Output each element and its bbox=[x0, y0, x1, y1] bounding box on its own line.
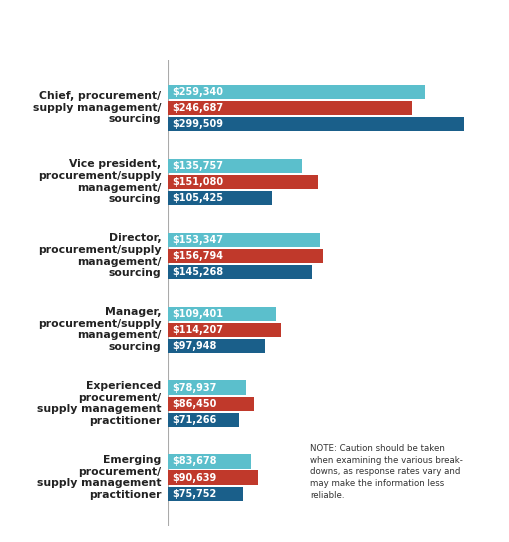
Text: $78,937: $78,937 bbox=[172, 383, 216, 392]
Text: $105,425: $105,425 bbox=[172, 193, 223, 203]
Text: NOTE: Caution should be taken
when examining the various break-
downs, as respon: NOTE: Caution should be taken when exami… bbox=[309, 444, 462, 500]
Bar bbox=[168, 191, 272, 205]
Bar bbox=[168, 307, 276, 321]
Text: $97,948: $97,948 bbox=[172, 341, 216, 351]
Bar bbox=[168, 339, 265, 353]
Bar bbox=[168, 322, 280, 337]
Bar bbox=[168, 470, 258, 485]
Bar bbox=[168, 264, 311, 279]
Text: $71,266: $71,266 bbox=[172, 415, 216, 425]
Text: $156,794: $156,794 bbox=[172, 251, 223, 261]
Text: $75,752: $75,752 bbox=[172, 488, 216, 499]
Bar bbox=[168, 454, 250, 468]
Text: $109,401: $109,401 bbox=[172, 308, 223, 319]
Bar bbox=[168, 101, 411, 115]
Bar bbox=[168, 380, 246, 395]
Text: $135,757: $135,757 bbox=[172, 160, 223, 171]
Text: Average Salary by Position: Average Salary by Position bbox=[14, 17, 266, 35]
Bar bbox=[168, 397, 253, 411]
Text: $145,268: $145,268 bbox=[172, 267, 223, 277]
Bar bbox=[168, 117, 463, 131]
Text: $151,080: $151,080 bbox=[172, 177, 223, 187]
Text: $83,678: $83,678 bbox=[172, 456, 216, 467]
Bar bbox=[168, 159, 302, 173]
Text: $246,687: $246,687 bbox=[172, 103, 223, 113]
Text: $259,340: $259,340 bbox=[172, 87, 223, 97]
Text: $114,207: $114,207 bbox=[172, 325, 223, 334]
Text: $86,450: $86,450 bbox=[172, 398, 216, 409]
Bar bbox=[168, 175, 317, 189]
Bar bbox=[168, 412, 238, 427]
Text: $153,347: $153,347 bbox=[172, 235, 223, 244]
Bar bbox=[168, 487, 243, 501]
Bar bbox=[168, 233, 319, 247]
Text: $90,639: $90,639 bbox=[172, 473, 216, 482]
Text: $299,509: $299,509 bbox=[172, 119, 223, 129]
Bar bbox=[168, 249, 323, 263]
Bar bbox=[168, 85, 423, 99]
